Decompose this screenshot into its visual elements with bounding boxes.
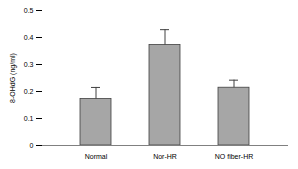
svg-text:Normal: Normal	[85, 153, 108, 160]
svg-text:0.2: 0.2	[24, 88, 34, 95]
svg-text:0.5: 0.5	[24, 7, 34, 14]
svg-text:0.4: 0.4	[24, 34, 34, 41]
svg-text:0.1: 0.1	[24, 115, 34, 122]
svg-text:NO fiber-HR: NO fiber-HR	[215, 153, 254, 160]
svg-text:0.3: 0.3	[24, 61, 34, 68]
svg-text:Nor-HR: Nor-HR	[153, 153, 177, 160]
svg-text:0: 0	[30, 142, 34, 149]
svg-text:8-OHdG (ng/ml): 8-OHdG (ng/ml)	[9, 53, 17, 103]
